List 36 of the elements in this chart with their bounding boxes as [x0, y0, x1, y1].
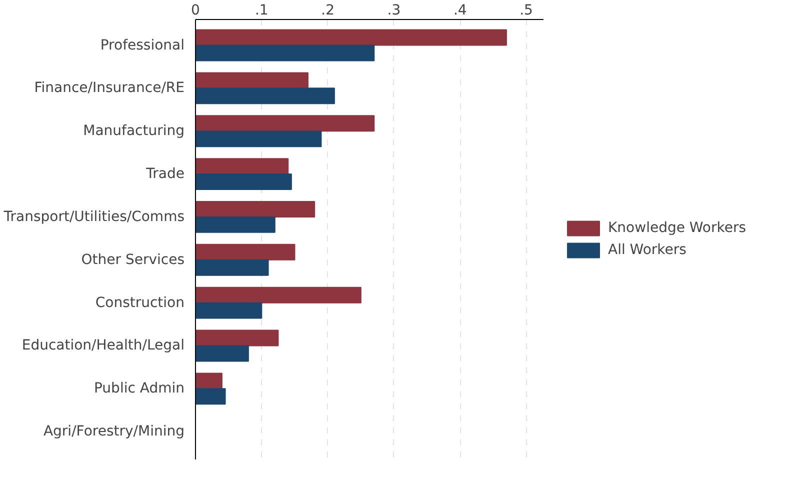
x-tick-label: 0: [191, 2, 200, 18]
y-tick-label: Other Services: [81, 252, 185, 268]
y-tick-label: Transport/Utilities/Comms: [2, 208, 185, 225]
y-tick-label: Education/Health/Legal: [22, 338, 185, 354]
legend-label: All Workers: [608, 242, 686, 258]
bar: [196, 29, 507, 46]
bar: [196, 130, 322, 148]
bar: [196, 286, 362, 304]
bar: [196, 201, 316, 218]
bar: [196, 388, 226, 405]
bar: [196, 44, 375, 62]
x-tick-label: .4: [453, 2, 467, 18]
bar: [196, 88, 335, 104]
x-tick-label: .3: [387, 2, 401, 18]
y-tick-label: Construction: [95, 294, 184, 311]
bar: [196, 174, 292, 190]
legend-label: Knowledge Workers: [608, 220, 746, 236]
x-tick-label: .2: [321, 2, 334, 18]
bar: [196, 345, 249, 362]
bar: [196, 158, 289, 175]
x-tick-label: .1: [254, 2, 268, 18]
bar: [196, 330, 279, 346]
bar: [196, 302, 262, 319]
y-tick-label: Professional: [100, 37, 185, 54]
y-tick-label: Manufacturing: [83, 123, 185, 140]
bar: [196, 372, 222, 390]
y-tick-label: Trade: [145, 166, 185, 182]
y-tick-label: Agri/Forestry/Mining: [43, 424, 185, 440]
bar: [196, 115, 375, 132]
bar: [196, 259, 269, 276]
y-tick-label: Finance/Insurance/RE: [34, 80, 185, 96]
x-tick-label: .5: [520, 2, 533, 18]
bar: [196, 72, 308, 89]
y-tick-label: Public Admin: [94, 380, 185, 397]
bar: [196, 244, 296, 260]
bar: [196, 216, 276, 233]
